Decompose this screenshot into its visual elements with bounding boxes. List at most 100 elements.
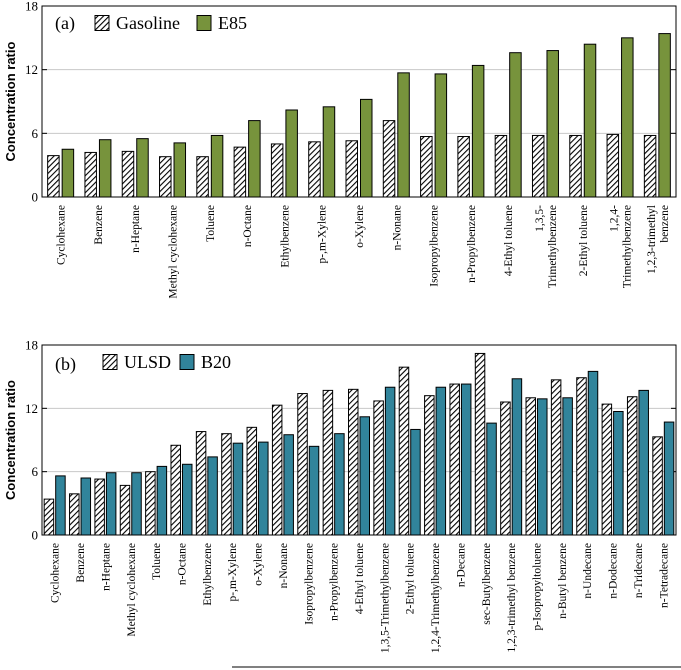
bar-b20-6	[207, 456, 218, 536]
category-label: benzene	[659, 205, 671, 243]
category-label: 2-Ethyl toluene	[578, 205, 590, 276]
bar-ulsd-15	[424, 395, 435, 536]
bar-b20-23	[638, 389, 649, 536]
category-label: n-Heptane	[100, 543, 112, 591]
bar-b20-9	[283, 434, 294, 536]
category-label: 1,3,5-	[534, 205, 546, 232]
plot-frame	[41, 5, 677, 198]
category-label: n-Tetradecane	[658, 543, 670, 608]
category-label: Toluene	[205, 205, 217, 242]
bar-e85-11	[471, 64, 485, 198]
category-label: n-Decane	[455, 543, 467, 587]
bar-ulsd-18	[500, 401, 511, 536]
bar-e85-16	[658, 33, 671, 198]
bar-b20-12	[359, 416, 370, 536]
category-label: n-Heptane	[130, 205, 142, 253]
plot-frame	[41, 344, 677, 536]
legend-label-b20: B20	[201, 352, 231, 372]
bar-gasoline-15	[606, 133, 620, 198]
bar-b20-18	[511, 378, 523, 536]
y-tick-label: 0	[32, 190, 39, 205]
bar-b20-0	[55, 475, 66, 536]
chart-panel-b: 0 6 12 18 Concentration ratio Cyclohexane Benz…	[3, 338, 677, 653]
bar-e85-15	[621, 37, 634, 198]
legend-label-gasoline: Gasoline	[116, 13, 180, 33]
bar-ulsd-19	[525, 397, 537, 536]
category-label: Methyl cyclohexane	[168, 205, 180, 299]
bar-ulsd-16	[449, 383, 460, 536]
category-label: p-,m-Xylene	[317, 205, 329, 263]
bar-b20-7	[232, 442, 244, 536]
category-label: Cyclohexane	[56, 205, 68, 265]
bar-gasoline-0	[47, 155, 60, 198]
category-label: n-Dodecane	[608, 543, 620, 599]
bar-gasoline-2	[121, 150, 135, 198]
bar-ulsd-11	[322, 389, 334, 536]
category-label: 1,2,3-trimethyl benzene	[506, 543, 518, 653]
bar-gasoline-11	[457, 136, 470, 198]
category-label: 1,2,4-	[609, 205, 621, 232]
bar-ulsd-9	[271, 404, 283, 536]
bar-ulsd-0	[43, 498, 55, 536]
category-label: Isopropylbenzene	[303, 543, 315, 625]
category-label: Benzene	[75, 543, 87, 583]
category-label: 1,2,4-Trimethylbenzene	[430, 543, 442, 653]
bar-ulsd-4	[145, 471, 156, 536]
category-label: n-Propylbenzene	[329, 543, 341, 621]
bar-b20-21	[587, 370, 599, 536]
category-label: Benzene	[93, 205, 105, 245]
category-label: o-Xylene	[253, 543, 265, 586]
bar-ulsd-10	[297, 393, 308, 536]
panel-label: (a)	[55, 13, 75, 34]
bar-b20-19	[537, 398, 548, 536]
bar-gasoline-14	[569, 134, 582, 198]
bar-e85-7	[322, 106, 336, 198]
legend-swatch-e85	[196, 15, 212, 31]
bar-ulsd-8	[246, 426, 258, 536]
category-label: o-Xylene	[354, 205, 366, 248]
bar-e85-8	[360, 98, 373, 198]
y-tick-label: 0	[32, 528, 39, 543]
bar-gasoline-16	[643, 134, 657, 198]
bar-gasoline-12	[494, 134, 508, 198]
bar-e85-14	[583, 43, 597, 198]
bar-b20-24	[663, 421, 675, 536]
bar-ulsd-13	[373, 400, 384, 536]
legend-swatch-b20	[179, 354, 195, 370]
bar-b20-3	[131, 472, 142, 536]
category-label: n-Butyl benzene	[557, 543, 569, 619]
bar-gasoline-4	[196, 156, 209, 198]
category-label: n-Nonane	[278, 543, 290, 588]
category-label: 1,2,3-trimethyl	[646, 205, 658, 274]
category-label: n-Octane	[176, 543, 188, 585]
bar-b20-16	[460, 383, 472, 536]
bar-b20-22	[613, 411, 624, 536]
category-label: Ethylbenzene	[279, 205, 291, 268]
bar-gasoline-5	[233, 146, 247, 198]
category-label: p-Isopropyltoluene	[532, 543, 544, 631]
category-label: n-Nonane	[391, 205, 403, 250]
bar-gasoline-13	[531, 134, 545, 198]
bar-ulsd-7	[221, 433, 232, 536]
bar-gasoline-6	[270, 143, 284, 198]
bar-b20-13	[384, 386, 396, 536]
bar-b20-8	[258, 441, 269, 536]
bar-b20-5	[181, 463, 193, 536]
bar-ulsd-12	[348, 388, 359, 536]
bar-b20-17	[486, 422, 497, 536]
category-label: Trimethylbenzene	[547, 205, 559, 288]
bar-ulsd-5	[170, 444, 181, 536]
bar-ulsd-2	[94, 478, 105, 536]
category-label: Isopropylbenzene	[429, 205, 441, 287]
bar-e85-4	[210, 134, 224, 198]
bar-ulsd-23	[626, 396, 638, 536]
category-label: n-Tridecane	[633, 543, 645, 598]
bar-b20-15	[435, 386, 447, 536]
bar-gasoline-10	[420, 136, 433, 198]
chart-panel-a: 0 6 12 18 Concentration ratio Cyclohexane Benz…	[3, 0, 677, 299]
bar-e85-2	[136, 138, 149, 198]
legend-swatch-ulsd	[102, 354, 118, 370]
category-label: Methyl cyclohexane	[126, 543, 138, 637]
bar-gasoline-8	[345, 140, 358, 198]
y-axis-label: Concentration ratio	[3, 380, 18, 500]
